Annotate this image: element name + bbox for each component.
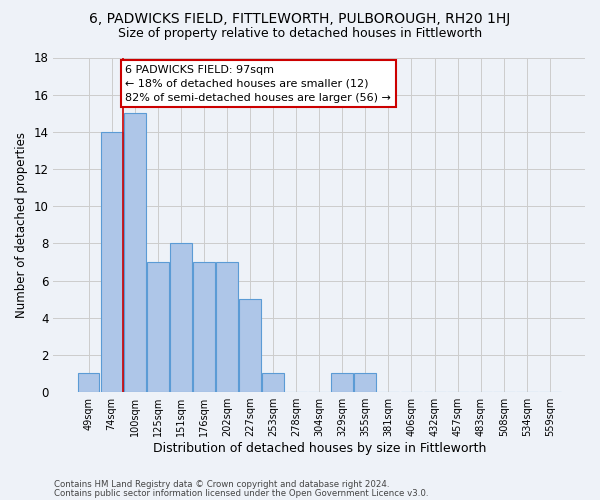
Text: 6 PADWICKS FIELD: 97sqm
← 18% of detached houses are smaller (12)
82% of semi-de: 6 PADWICKS FIELD: 97sqm ← 18% of detache… bbox=[125, 65, 391, 103]
Bar bbox=[77, 374, 100, 392]
Bar bbox=[331, 374, 353, 392]
Text: Contains public sector information licensed under the Open Government Licence v3: Contains public sector information licen… bbox=[54, 488, 428, 498]
Y-axis label: Number of detached properties: Number of detached properties bbox=[15, 132, 28, 318]
Bar bbox=[216, 262, 238, 392]
Bar bbox=[355, 374, 376, 392]
Bar bbox=[147, 262, 169, 392]
X-axis label: Distribution of detached houses by size in Fittleworth: Distribution of detached houses by size … bbox=[152, 442, 486, 455]
Bar bbox=[193, 262, 215, 392]
Text: Contains HM Land Registry data © Crown copyright and database right 2024.: Contains HM Land Registry data © Crown c… bbox=[54, 480, 389, 489]
Text: 6, PADWICKS FIELD, FITTLEWORTH, PULBOROUGH, RH20 1HJ: 6, PADWICKS FIELD, FITTLEWORTH, PULBOROU… bbox=[89, 12, 511, 26]
Bar bbox=[239, 299, 261, 392]
Bar bbox=[170, 244, 192, 392]
Text: Size of property relative to detached houses in Fittleworth: Size of property relative to detached ho… bbox=[118, 28, 482, 40]
Bar bbox=[124, 114, 146, 392]
Bar bbox=[262, 374, 284, 392]
Bar bbox=[101, 132, 122, 392]
